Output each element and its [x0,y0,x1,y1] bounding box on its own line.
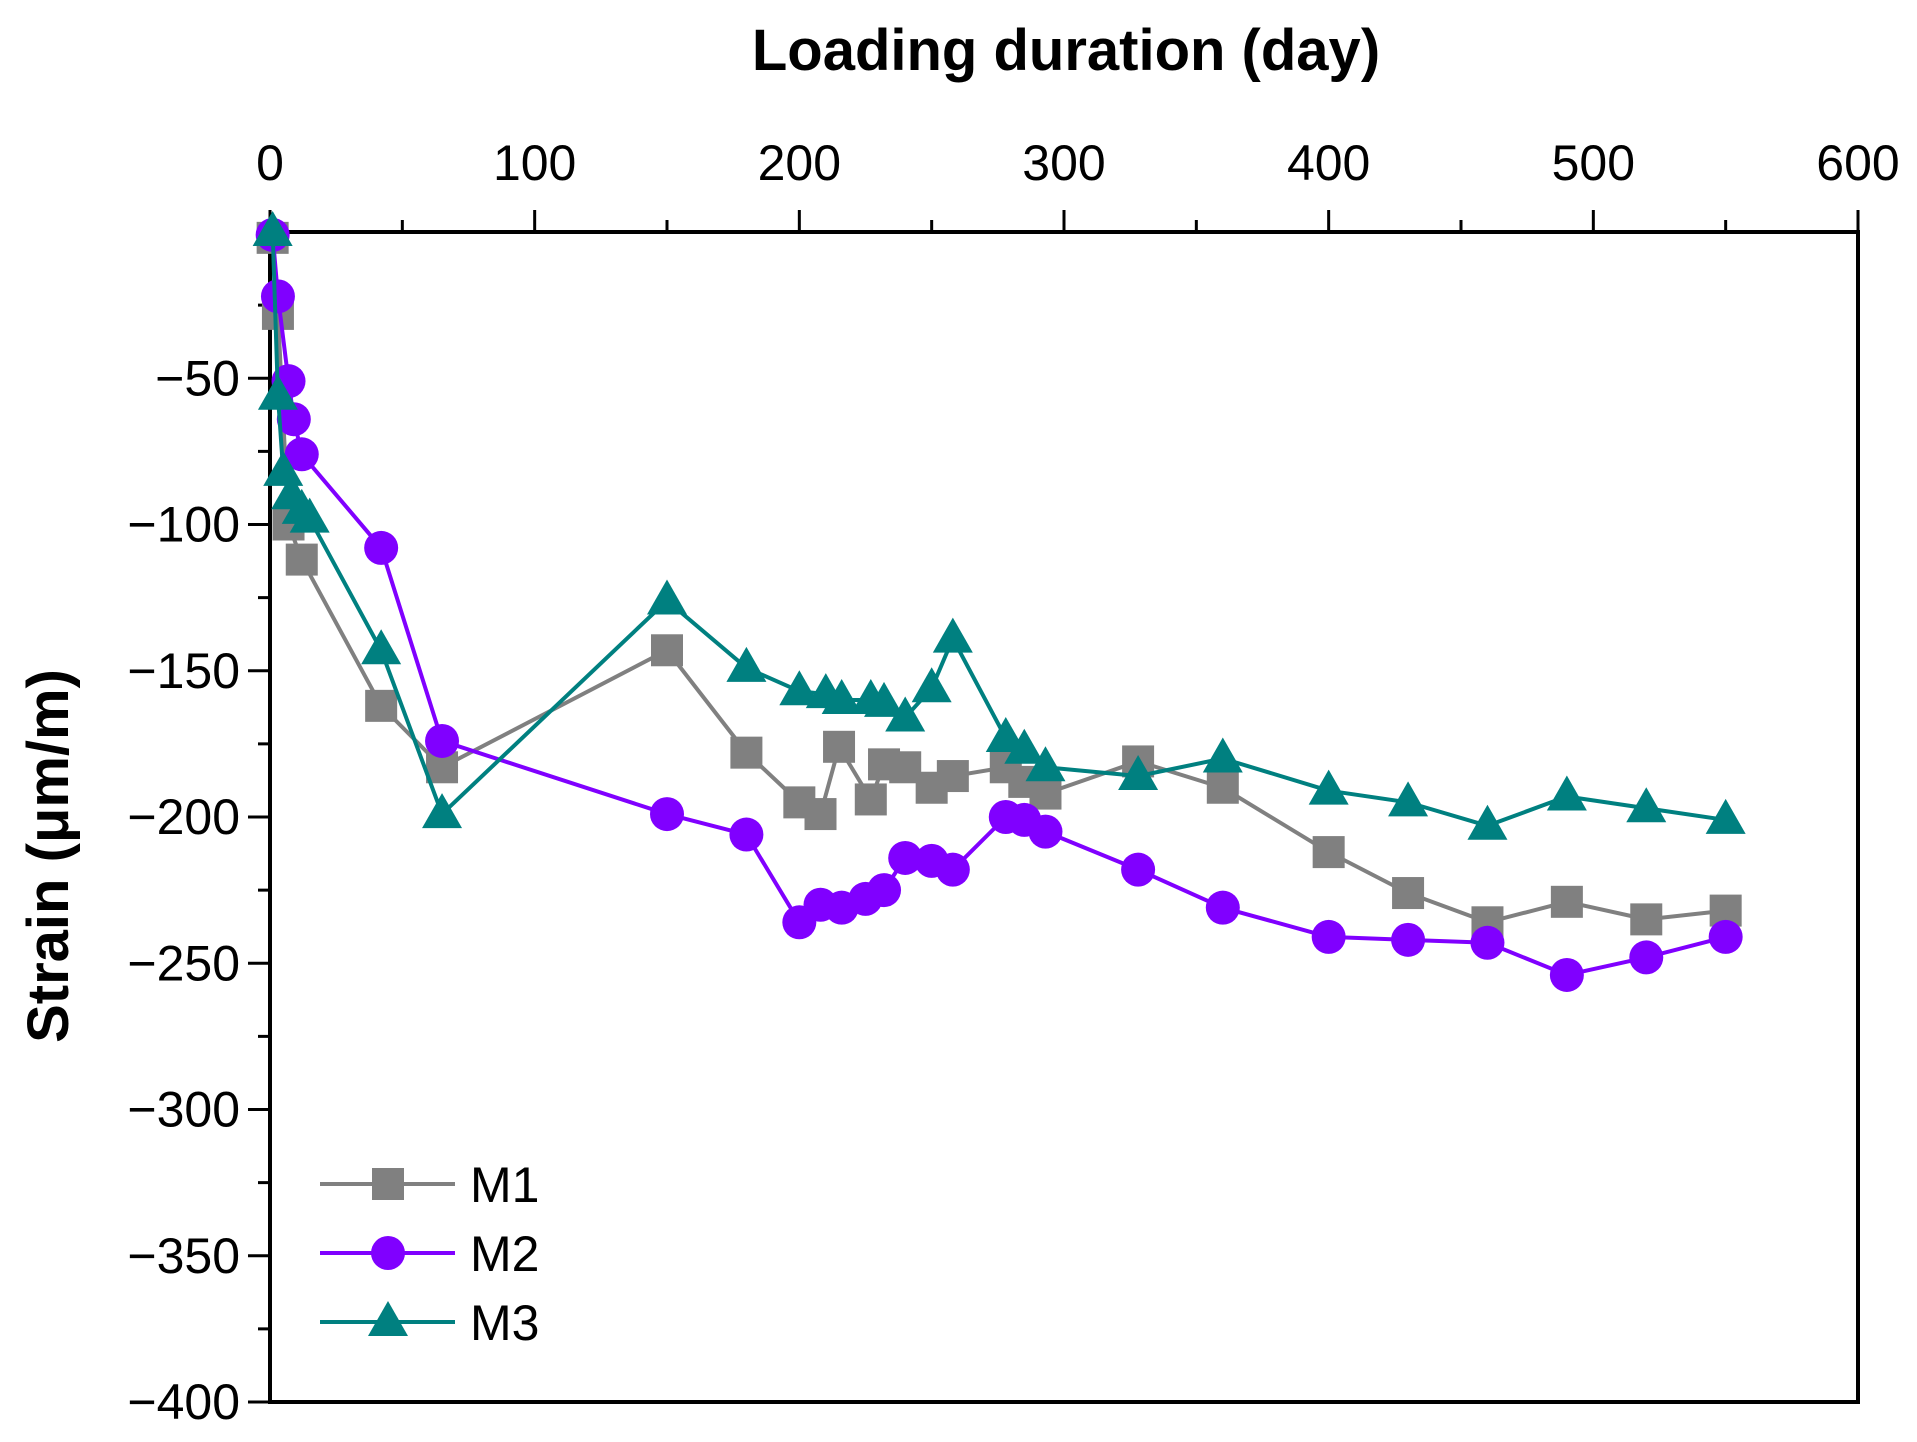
y-tick-label: −400 [127,1374,240,1430]
data-point [1546,775,1587,811]
legend-item-m1: M1 [320,1157,539,1213]
data-point [1391,922,1426,957]
data-point [651,634,683,667]
data-point [911,667,952,703]
data-point [289,497,330,533]
data-point [422,793,463,829]
data-point [823,730,856,763]
data-point [1705,798,1746,834]
y-tick-label: −300 [127,1082,240,1138]
data-point [1708,919,1743,954]
legend-item-m2: M2 [320,1226,539,1282]
x-tick-label: 100 [493,135,576,191]
y-tick-label: −200 [127,789,240,845]
data-point [1121,852,1156,887]
x-tick-label: 300 [1022,135,1105,191]
data-point [1549,957,1584,992]
legend-label: M1 [470,1157,539,1213]
x-tick-label: 0 [256,135,284,191]
data-point [1029,777,1062,810]
data-point [364,530,399,565]
legend-item-m3: M3 [320,1295,539,1351]
y-tick-label: −250 [127,935,240,991]
data-point [729,817,764,852]
legend-marker [368,1301,408,1336]
data-point [1630,903,1663,936]
y-axis-title: Strain (μm/m) [16,669,81,1043]
data-point [1392,877,1425,910]
series-m3 [252,211,1746,840]
data-point [854,783,887,816]
data-point [932,617,973,653]
data-point [1028,814,1063,849]
data-point [1550,885,1583,918]
data-point [985,717,1026,753]
data-point [1388,781,1429,817]
data-point [1202,737,1243,773]
data-point [779,670,820,706]
x-axis-title: Loading duration (day) [752,18,1380,83]
x-axis-ticks: 0 100 200 300 400 500 600 [256,135,1900,232]
data-point [252,211,293,246]
data-point [936,760,969,793]
y-tick-label: −350 [127,1228,240,1284]
y-tick-label: −100 [127,497,240,553]
data-point [1004,728,1045,764]
legend-label: M3 [470,1295,539,1351]
legend: M1 M2 M3 [320,1157,539,1351]
data-point [1118,755,1159,791]
data-point [726,646,767,682]
x-tick-label: 500 [1552,135,1635,191]
data-point [888,840,923,875]
y-tick-label: −150 [127,643,240,699]
data-point [935,852,970,887]
x-tick-label: 400 [1287,135,1370,191]
data-point [885,696,926,732]
data-point [276,402,311,437]
data-point [1626,787,1667,823]
legend-marker [372,1168,404,1200]
series-layer [252,211,1746,992]
data-point [1206,771,1239,804]
x-tick-label: 200 [758,135,841,191]
data-point [361,629,402,665]
series-m2 [255,217,1743,992]
data-point [425,723,460,758]
data-point [821,679,862,714]
data-point [1470,925,1505,960]
legend-marker [371,1236,405,1270]
data-point [730,736,763,769]
y-tick-label: −50 [155,350,240,406]
data-point [1311,919,1346,954]
data-point [650,797,684,832]
data-point [1205,890,1240,925]
data-point [1312,836,1345,869]
data-point [260,279,295,314]
data-point [365,689,398,722]
data-point [867,873,902,908]
data-point [1308,769,1349,805]
data-point [647,579,687,615]
data-point [284,437,319,472]
series-m2-line [270,234,1727,977]
data-point [1025,746,1066,782]
data-point [257,374,298,410]
x-tick-label: 600 [1816,135,1899,191]
legend-label: M2 [470,1226,539,1282]
data-point [1467,804,1508,840]
data-point [804,798,837,831]
data-point [1629,940,1664,975]
data-point [285,543,318,576]
data-point [864,681,905,717]
data-point [263,450,304,486]
y-axis-ticks: −50 −100 −150 −200 −250 −300 −350 −400 [127,303,270,1430]
